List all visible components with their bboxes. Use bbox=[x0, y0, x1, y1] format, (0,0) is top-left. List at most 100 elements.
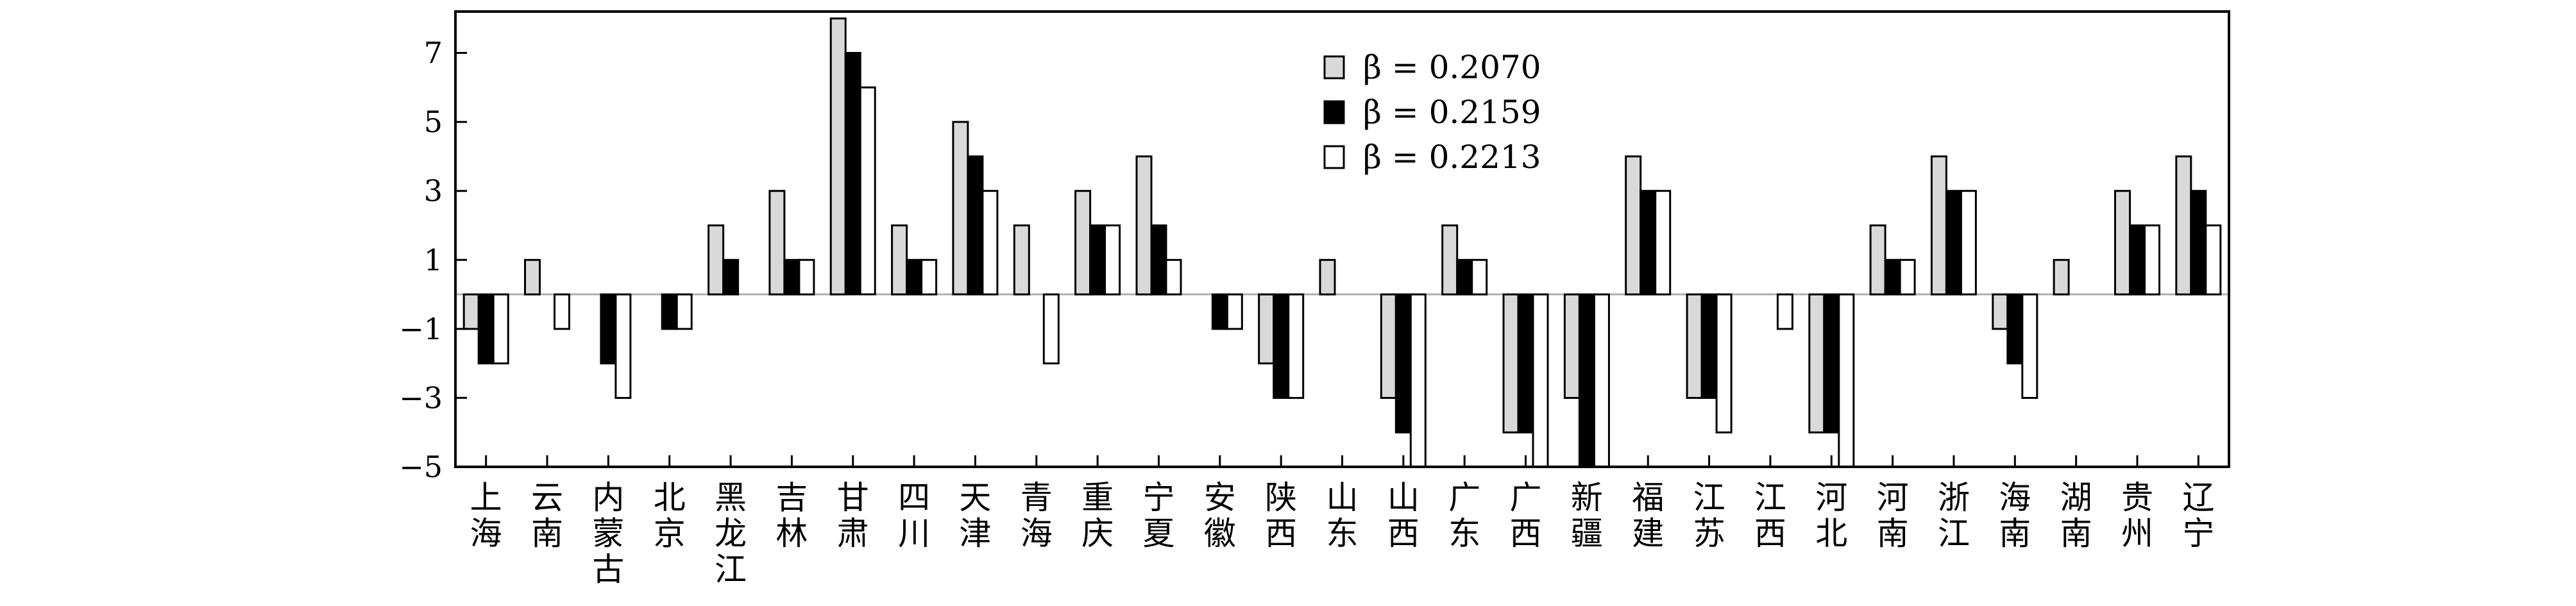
bar-1-16 bbox=[1380, 293, 1397, 399]
bar-1-23 bbox=[1808, 293, 1826, 433]
bar-1-24 bbox=[1869, 224, 1886, 296]
x-tick-label: 辽宁 bbox=[2182, 479, 2214, 552]
bar-1-2 bbox=[524, 258, 541, 296]
bar-3-7 bbox=[859, 86, 876, 296]
bar-3-1 bbox=[492, 293, 509, 365]
bar-1-28 bbox=[2114, 190, 2131, 296]
bar-1-9 bbox=[952, 121, 969, 296]
bar-2-16 bbox=[1394, 293, 1412, 433]
bar-3-14 bbox=[1287, 293, 1305, 399]
x-tick-label: 陕西 bbox=[1265, 479, 1297, 552]
bar-1-7 bbox=[829, 17, 847, 296]
y-tick-label: −1 bbox=[399, 312, 443, 346]
bar-1-6 bbox=[768, 190, 786, 296]
bar-2-13 bbox=[1211, 293, 1228, 330]
bars bbox=[462, 17, 2222, 467]
x-tick-label: 海南 bbox=[1999, 479, 2031, 552]
bar-1-1 bbox=[462, 293, 480, 330]
bar-3-29 bbox=[2205, 224, 2222, 296]
bar-1-17 bbox=[1441, 224, 1459, 296]
x-tick-label: 云南 bbox=[531, 479, 563, 552]
x-tick-label: 江苏 bbox=[1693, 479, 1725, 552]
x-tick-label: 内蒙古 bbox=[592, 479, 624, 588]
legend-label: β = 0.2070 bbox=[1363, 49, 1541, 86]
bar-2-20 bbox=[1640, 190, 1657, 296]
x-tick-label: 四川 bbox=[898, 479, 930, 552]
bar-3-11 bbox=[1104, 224, 1121, 296]
bar-3-18 bbox=[1532, 293, 1549, 467]
bar-3-20 bbox=[1654, 190, 1672, 296]
x-tick-label: 浙江 bbox=[1938, 479, 1970, 552]
x-tick-label: 湖南 bbox=[2060, 479, 2092, 552]
bar-1-12 bbox=[1135, 155, 1153, 296]
bar-2-18 bbox=[1517, 293, 1534, 433]
x-tick-label: 江西 bbox=[1754, 479, 1786, 552]
bar-2-28 bbox=[2129, 224, 2146, 296]
bar-2-7 bbox=[844, 52, 861, 296]
x-tick-label: 广西 bbox=[1510, 479, 1542, 552]
x-tick-label: 重庆 bbox=[1081, 479, 1114, 552]
bar-3-22 bbox=[1776, 293, 1793, 330]
bar-1-15 bbox=[1319, 258, 1336, 296]
x-tick-label: 青海 bbox=[1021, 479, 1053, 552]
bar-1-11 bbox=[1074, 190, 1092, 296]
bar-1-10 bbox=[1013, 224, 1030, 296]
bar-2-24 bbox=[1884, 258, 1901, 296]
bar-3-13 bbox=[1226, 293, 1243, 330]
bar-2-1 bbox=[477, 293, 495, 365]
bar-1-5 bbox=[708, 224, 725, 296]
bar-2-29 bbox=[2190, 190, 2207, 296]
bar-3-8 bbox=[920, 258, 938, 296]
bar-3-3 bbox=[614, 293, 632, 399]
bar-3-21 bbox=[1715, 293, 1733, 433]
legend-swatch bbox=[1323, 55, 1345, 80]
bar-3-24 bbox=[1899, 258, 1916, 296]
y-tick-label: 1 bbox=[424, 242, 443, 277]
bar-2-4 bbox=[661, 293, 678, 330]
bar-1-14 bbox=[1258, 293, 1275, 365]
bar-2-26 bbox=[2006, 293, 2024, 365]
x-tick-label: 山西 bbox=[1387, 479, 1419, 552]
bar-2-6 bbox=[783, 258, 801, 296]
bar-1-21 bbox=[1686, 293, 1703, 399]
y-axis: −5 −3 −1 1 3 5 7 bbox=[399, 36, 467, 484]
bar-3-12 bbox=[1165, 258, 1182, 296]
y-tick-label: −5 bbox=[399, 450, 443, 484]
x-tick-label: 山东 bbox=[1326, 479, 1359, 552]
bar-2-23 bbox=[1823, 293, 1840, 433]
bar-3-19 bbox=[1593, 293, 1610, 467]
bar-3-10 bbox=[1042, 293, 1060, 365]
x-tick-label: 上海 bbox=[470, 479, 502, 552]
bar-2-9 bbox=[967, 155, 984, 296]
x-tick-label: 吉林 bbox=[775, 479, 808, 552]
bar-1-20 bbox=[1625, 155, 1642, 296]
bar-3-4 bbox=[675, 293, 693, 330]
bar-3-25 bbox=[1960, 190, 1977, 296]
bar-2-3 bbox=[600, 293, 617, 365]
bar-3-28 bbox=[2144, 224, 2160, 296]
x-tick-label: 黑龙江 bbox=[715, 479, 747, 588]
bar-2-12 bbox=[1150, 224, 1167, 296]
y-tick-label: 5 bbox=[424, 105, 443, 139]
bar-3-16 bbox=[1409, 293, 1427, 467]
x-tick-label: 北京 bbox=[654, 479, 686, 552]
bar-3-6 bbox=[798, 258, 815, 296]
bar-2-11 bbox=[1089, 224, 1106, 296]
bar-3-23 bbox=[1838, 293, 1855, 467]
bar-3-17 bbox=[1471, 258, 1488, 296]
bar-3-26 bbox=[2021, 293, 2038, 399]
bar-1-27 bbox=[2053, 258, 2070, 296]
bar-2-25 bbox=[1945, 190, 1962, 296]
bar-2-5 bbox=[722, 258, 740, 296]
legend-swatch bbox=[1323, 145, 1345, 169]
bar-1-8 bbox=[891, 224, 908, 296]
x-tick-label: 河南 bbox=[1877, 479, 1909, 552]
legend-label: β = 0.2213 bbox=[1363, 139, 1541, 176]
x-axis: 上海云南内蒙古北京黑龙江吉林甘肃四川天津青海重庆宁夏安徽陕西山东山西广东广西新疆… bbox=[470, 455, 2214, 588]
x-tick-label: 贵州 bbox=[2121, 479, 2153, 552]
x-tick-label: 新疆 bbox=[1571, 479, 1603, 552]
y-tick-label: 3 bbox=[424, 174, 443, 208]
bar-2-17 bbox=[1456, 258, 1473, 296]
x-tick-label: 福建 bbox=[1632, 479, 1664, 552]
bar-2-14 bbox=[1273, 293, 1290, 399]
